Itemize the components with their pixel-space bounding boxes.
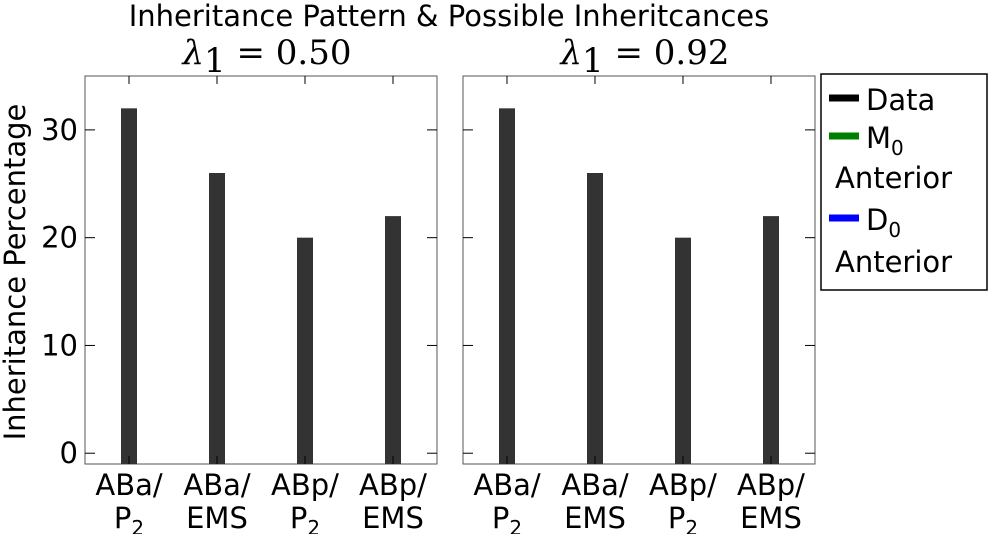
- bar: [297, 237, 313, 464]
- legend-item: Data: [829, 83, 935, 117]
- bar: [675, 237, 691, 464]
- legend-label-line2: Anterior: [835, 161, 952, 195]
- bar: [587, 173, 603, 464]
- y-tick-label: 20: [41, 221, 78, 255]
- x-tick-label: ABa/: [473, 468, 541, 502]
- x-tick-label: ABp/: [271, 468, 339, 502]
- legend-label: M0: [866, 121, 904, 160]
- panels: λ1 = 0.500102030ABa/P2ABa/EMSABp/P2ABp/E…: [41, 33, 816, 534]
- x-tick-label: ABa/: [561, 468, 629, 502]
- bar: [385, 216, 401, 464]
- bar: [209, 173, 225, 464]
- y-tick-label: 10: [41, 328, 78, 362]
- x-tick-label: ABp/: [649, 468, 717, 502]
- legend-label: D0: [866, 203, 901, 242]
- plot-frame: [462, 75, 816, 465]
- legend-label-line2: Anterior: [835, 245, 952, 279]
- bar: [121, 108, 137, 464]
- x-tick-label: EMS: [186, 501, 248, 534]
- y-tick-label: 0: [60, 436, 78, 470]
- y-tick-label: 30: [41, 113, 78, 147]
- x-tick-label: EMS: [740, 501, 802, 534]
- panel-1: λ1 = 0.500102030ABa/P2ABa/EMSABp/P2ABp/E…: [41, 33, 438, 534]
- x-tick-label: ABp/: [737, 468, 805, 502]
- x-tick-label: P2: [668, 501, 698, 534]
- x-tick-label: P2: [492, 501, 522, 534]
- x-tick-label: P2: [290, 501, 320, 534]
- legend-label: Data: [866, 83, 935, 117]
- legend-box: [820, 73, 988, 291]
- panel-subtitle: λ1 = 0.92: [558, 33, 729, 81]
- x-tick-label: EMS: [362, 501, 424, 534]
- bar: [499, 108, 515, 464]
- bar: [763, 216, 779, 464]
- x-tick-label: ABp/: [359, 468, 427, 502]
- x-tick-label: ABa/: [183, 468, 251, 502]
- plot-frame: [84, 75, 438, 465]
- chart-title: Inheritance Pattern & Possible Inheritca…: [129, 0, 770, 33]
- y-axis-label: Inheritance Percentage: [0, 104, 32, 441]
- x-tick-label: ABa/: [95, 468, 163, 502]
- panel-subtitle: λ1 = 0.50: [180, 33, 351, 81]
- x-tick-label: EMS: [564, 501, 626, 534]
- x-tick-label: P2: [114, 501, 144, 534]
